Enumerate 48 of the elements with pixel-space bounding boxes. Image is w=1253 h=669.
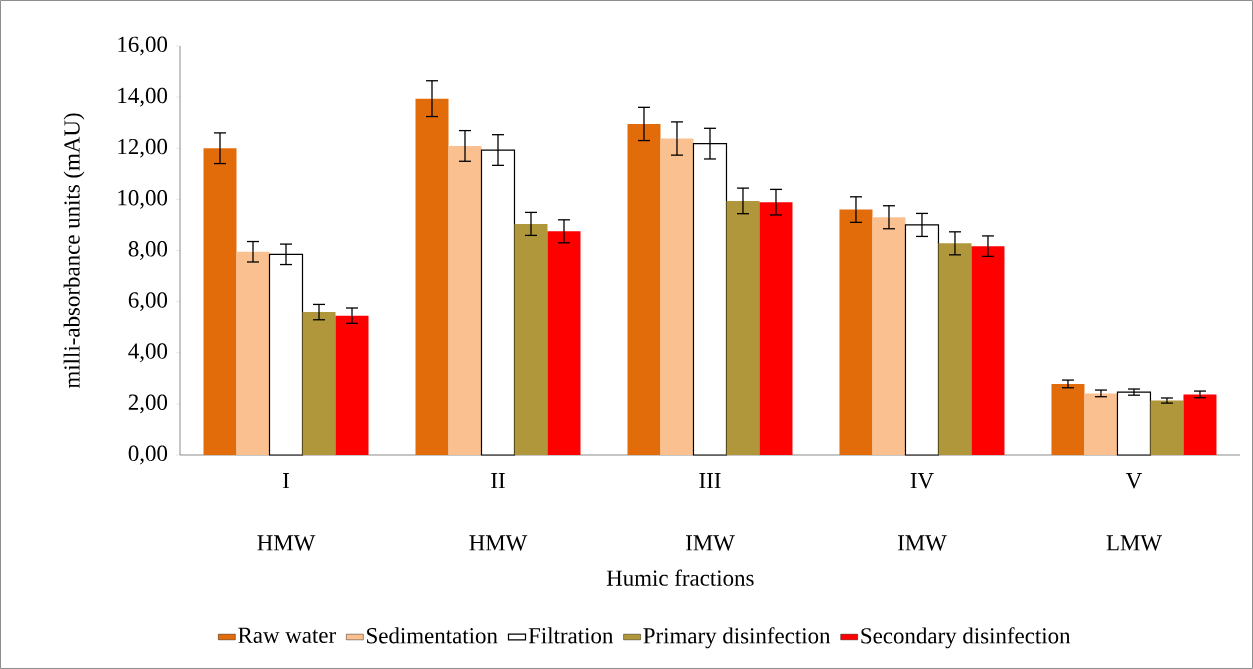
text: HMW [469, 535, 528, 551]
y-axis-title: milli-absorbance units (mAU) [63, 113, 85, 389]
text: IMW [686, 535, 735, 551]
bar [759, 202, 793, 455]
x-axis-title: Humic fractions [606, 569, 754, 586]
y-tick-label: 6,00 [128, 292, 168, 311]
text: HMW [257, 535, 316, 551]
y-tick-label: 16,00 [118, 36, 168, 56]
bar [236, 251, 270, 455]
bar [971, 246, 1005, 455]
bar [203, 148, 237, 455]
bar [514, 223, 548, 455]
legend-label: Raw water [238, 627, 336, 643]
y-tick-label: 2,00 [128, 394, 168, 414]
y-tick-label: 8,00 [128, 241, 168, 260]
y-tick-label: 10,00 [118, 189, 168, 209]
legend-label: Primary disinfection [643, 627, 831, 649]
bar [268, 253, 304, 456]
bar [660, 138, 694, 455]
x-tick-label: III [699, 473, 721, 489]
bar [872, 217, 906, 455]
legend-label: Filtration [528, 627, 614, 644]
bar [302, 312, 336, 455]
bar [448, 145, 482, 455]
x-tick-label: V [1125, 473, 1142, 489]
legend-label: Sedimentation [367, 627, 498, 644]
bar [335, 315, 369, 455]
bar [726, 200, 760, 455]
bar [1150, 400, 1184, 455]
legend-label: Secondary disinfection [861, 627, 1071, 649]
bar [547, 231, 581, 455]
y-tick-label: 0,00 [128, 445, 168, 465]
bar [839, 209, 873, 455]
y-tick-label: 14,00 [118, 87, 168, 107]
bar [415, 98, 449, 455]
bar [1183, 394, 1217, 455]
bar [1116, 391, 1152, 456]
text: IMW [897, 535, 947, 551]
x-tick-label: II [491, 473, 505, 489]
x-tick-label: I [283, 473, 290, 489]
bar [938, 243, 972, 455]
bar [627, 123, 661, 455]
x-tick-label: IV [910, 473, 934, 489]
y-tick-label: 4,00 [128, 343, 168, 363]
y-tick-label: 12,00 [118, 138, 168, 158]
bar [1084, 393, 1118, 455]
bar [1051, 383, 1085, 455]
text: LMW [1106, 535, 1162, 551]
